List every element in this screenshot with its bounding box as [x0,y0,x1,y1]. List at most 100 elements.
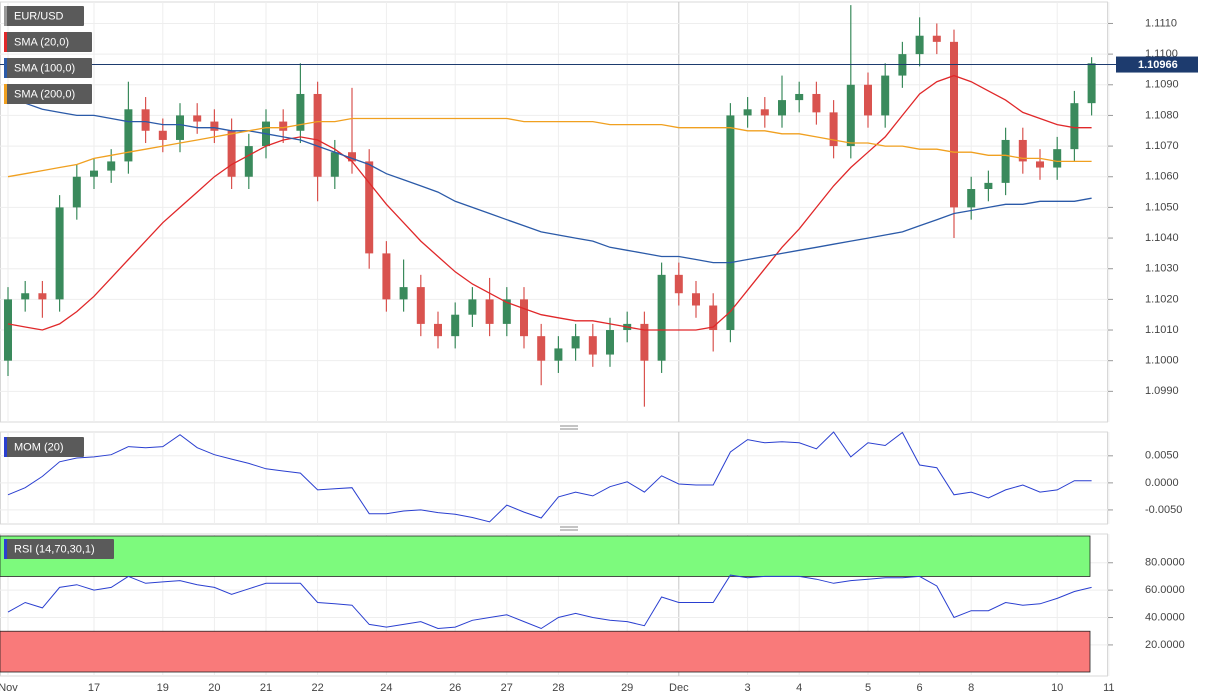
x-tick-label: 26 [449,682,461,694]
x-tick-label: 4 [796,682,802,694]
x-tick-label: 22 [311,682,323,694]
x-tick-label: 6 [917,682,923,694]
candle-body [365,161,374,254]
legend-box [4,32,92,52]
candle-body [932,35,941,42]
oversold-zone [0,630,1091,673]
x-tick-label: Nov [0,682,18,694]
x-tick-label: 3 [745,682,751,694]
candle-body [743,109,752,116]
candle-body [210,121,219,131]
candle-body [279,121,288,131]
candle-body [227,130,236,177]
legend-swatch [4,437,7,457]
legend-label: SMA (100,0) [14,62,75,74]
resize-grip[interactable] [560,526,578,531]
legend-label: RSI (14,70,30,1) [14,543,95,555]
candle-body [674,274,683,294]
candles [4,5,1096,407]
candle-body [38,293,47,300]
x-tick-label: Dec [669,682,689,694]
candle-body [778,100,786,116]
candle-body [537,336,546,361]
candle-body [795,93,804,101]
y-tick-label: 1.1030 [1145,263,1179,275]
y-tick-label: 20.0000 [1145,639,1185,651]
legend-box [4,6,84,26]
candle-body [348,152,356,162]
candle-body [141,109,150,131]
candle-body [244,146,253,177]
x-tick-label: 28 [552,682,564,694]
candle-body [967,189,976,208]
candle-body [4,299,12,361]
legend-swatch [4,58,7,78]
candle-body [692,293,700,306]
legend-swatch [4,32,7,52]
candle-body [158,130,167,140]
candle-body [640,323,649,361]
legend-box [4,84,92,104]
candle-body [90,170,98,177]
candle-body [812,93,821,113]
rsi-panel [0,533,1108,677]
legend-label: MOM (20) [14,441,64,453]
candle-body [382,253,391,300]
series-line [7,96,1092,264]
candle-body [399,287,408,300]
y-tick-label: 40.0000 [1145,611,1185,623]
candle-body [124,109,133,162]
x-tick-label: 19 [157,682,169,694]
mom-panel [0,431,1108,525]
x-tick-label: 21 [260,682,272,694]
candle-body [760,109,769,116]
current-price-label: 1.10966 [1138,59,1178,71]
y-tick-label: 1.1000 [1145,355,1179,367]
frame [0,1,1108,677]
candle-body [571,336,580,349]
candle-body [416,287,425,324]
candle-body [502,299,511,324]
y-tick-label: 80.0000 [1145,557,1185,569]
y-tick-label: -0.0050 [1145,504,1182,516]
x-tick-label: 5 [865,682,871,694]
y-tick-label: 1.1050 [1145,201,1179,213]
legend-box [4,58,92,78]
candle-body [554,348,563,361]
resize-grip[interactable] [560,425,578,430]
candle-body [588,336,597,355]
price-panel [0,1,1108,423]
y-tick-label: 1.1070 [1145,140,1179,152]
series-line [7,431,1092,523]
candle-body [606,330,614,355]
candle-body [107,161,116,171]
candle-body [864,84,872,116]
candle-body [72,176,81,208]
legend-box [4,437,84,457]
y-tick-label: 1.0990 [1145,385,1179,397]
y-tick-label: 0.0000 [1145,477,1179,489]
legend-label: SMA (200,0) [14,88,75,100]
y-tick-label: 1.1090 [1145,79,1179,91]
y-tick-label: 1.1040 [1145,232,1179,244]
candle-body [1070,103,1079,150]
candle-body [193,115,202,122]
legend-swatch [4,6,7,26]
candle-body [726,115,735,331]
legend-swatch [4,84,7,104]
candle-body [915,35,924,55]
x-tick-label: 27 [501,682,513,694]
candle-body [55,207,64,300]
candle-body [950,41,958,208]
candle-body [313,93,322,177]
candle-body [468,299,477,315]
x-tick-label: 29 [621,682,633,694]
candle-body [709,305,718,331]
candle-body [829,112,838,147]
series-line [7,574,1092,630]
candle-body [296,93,305,131]
candle-body [1018,139,1027,162]
y-tick-label: 1.1080 [1145,109,1179,121]
